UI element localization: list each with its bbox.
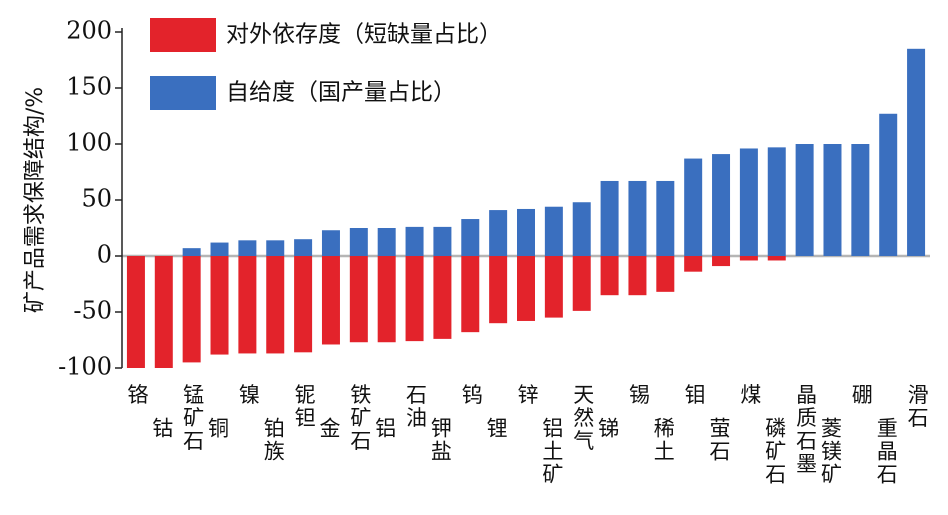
y-tick-label: -100 xyxy=(58,353,112,381)
y-axis-label: 矿产品需求保障结构/% xyxy=(23,87,48,313)
category-label-24: 晶质石墨 xyxy=(796,383,817,476)
category-label-1: 钴 xyxy=(152,416,173,440)
bar-shortage-23 xyxy=(767,256,786,261)
bar-shortage-9 xyxy=(377,256,396,343)
legend-label-shortage: 对外依存度（短缺量占比） xyxy=(226,22,502,48)
category-label-11: 钾盐 xyxy=(431,416,452,463)
bar-shortage-11 xyxy=(433,256,452,339)
bar-self-sufficiency-18 xyxy=(628,180,647,256)
category-label-9: 铝 xyxy=(375,416,396,440)
bar-self-sufficiency-2 xyxy=(182,248,201,256)
category-label-4: 镍 xyxy=(239,383,260,407)
category-label-21: 萤石 xyxy=(710,416,731,463)
bar-self-sufficiency-21 xyxy=(712,154,731,256)
bar-shortage-15 xyxy=(544,256,563,318)
y-tick-labels: -100 -50 0 50 100 150 200 xyxy=(58,17,122,381)
legend-label-self-sufficiency: 自给度（国产量占比） xyxy=(226,80,456,106)
bar-shortage-22 xyxy=(739,256,758,261)
bar-shortage-2 xyxy=(182,256,201,363)
category-label-25: 菱镁矿 xyxy=(821,416,842,486)
category-label-17: 锑 xyxy=(598,416,619,440)
bar-self-sufficiency-23 xyxy=(767,147,786,256)
category-label-27: 重晶石 xyxy=(877,416,898,486)
bar-self-sufficiency-20 xyxy=(684,158,703,256)
bar-shortage-4 xyxy=(238,256,257,354)
bar-self-sufficiency-14 xyxy=(517,208,535,256)
category-label-26: 硼 xyxy=(852,383,873,407)
bar-shortage-20 xyxy=(684,256,703,272)
bar-self-sufficiency-6 xyxy=(294,239,313,256)
bar-shortage-3 xyxy=(210,256,229,355)
bar-shortage-1 xyxy=(154,256,173,368)
category-label-8: 铁矿石 xyxy=(350,383,371,453)
y-tick-label: 100 xyxy=(66,129,112,157)
bar-self-sufficiency-13 xyxy=(489,210,508,256)
bar-self-sufficiency-10 xyxy=(405,226,424,256)
category-label-5: 铂族 xyxy=(264,416,285,463)
legend: 对外依存度（短缺量占比） 自给度（国产量占比） xyxy=(150,18,502,110)
category-label-7: 金 xyxy=(319,416,340,440)
bar-self-sufficiency-24 xyxy=(795,144,814,256)
bar-shortage-12 xyxy=(461,256,480,333)
bar-self-sufficiency-17 xyxy=(600,180,619,256)
bar-self-sufficiency-8 xyxy=(349,228,368,256)
bar-shortage-8 xyxy=(349,256,368,343)
y-tick-label: 0 xyxy=(97,241,112,269)
bar-shortage-0 xyxy=(126,256,145,368)
bar-shortage-7 xyxy=(321,256,340,345)
bar-shortage-5 xyxy=(266,256,285,354)
bar-self-sufficiency-16 xyxy=(572,202,591,256)
legend-swatch-self-sufficiency xyxy=(150,76,216,110)
bar-shortage-14 xyxy=(517,256,535,321)
legend-swatch-shortage xyxy=(150,18,216,52)
y-tick-label: 150 xyxy=(66,73,112,101)
bar-self-sufficiency-19 xyxy=(656,180,675,256)
category-label-20: 钼 xyxy=(685,383,706,407)
category-label-10: 石油 xyxy=(406,383,427,430)
bar-shortage-10 xyxy=(405,256,424,342)
category-label-23: 磷矿石 xyxy=(765,416,786,486)
category-label-6: 铌钽 xyxy=(295,383,316,430)
bar-self-sufficiency-15 xyxy=(544,206,563,256)
category-label-2: 锰矿石 xyxy=(183,383,204,453)
bar-self-sufficiency-22 xyxy=(739,148,758,256)
bar-self-sufficiency-9 xyxy=(377,228,396,256)
bar-self-sufficiency-11 xyxy=(433,226,452,256)
category-label-19: 稀土 xyxy=(654,416,675,463)
y-tick-label: 50 xyxy=(81,185,112,213)
category-label-14: 锌 xyxy=(518,383,539,407)
category-label-28: 滑石 xyxy=(908,383,929,430)
bar-shortage-6 xyxy=(294,256,313,353)
bar-self-sufficiency-12 xyxy=(461,219,480,256)
category-label-13: 锂 xyxy=(487,416,508,440)
bar-shortage-16 xyxy=(572,256,591,311)
bar-self-sufficiency-3 xyxy=(210,242,229,256)
bar-self-sufficiency-7 xyxy=(321,230,340,256)
category-label-3: 铜 xyxy=(208,416,229,440)
y-tick-label: -50 xyxy=(73,297,112,325)
category-label-16: 天然气 xyxy=(573,383,594,453)
y-tick-label: 200 xyxy=(66,17,112,45)
category-label-18: 锡 xyxy=(629,383,650,407)
bar-self-sufficiency-27 xyxy=(879,113,898,256)
category-label-12: 钨 xyxy=(462,383,483,407)
bar-self-sufficiency-26 xyxy=(851,144,870,256)
bar-shortage-21 xyxy=(712,256,731,267)
bars xyxy=(126,48,926,368)
bar-shortage-18 xyxy=(628,256,647,296)
y-axis-title: 矿产品需求保障结构/% xyxy=(23,87,48,313)
category-label-0: 铬 xyxy=(127,383,148,407)
bar-shortage-19 xyxy=(656,256,675,292)
category-label-15: 铝土矿 xyxy=(542,416,563,486)
bar-shortage-17 xyxy=(600,256,619,296)
category-label-22: 煤 xyxy=(740,383,761,407)
bar-self-sufficiency-5 xyxy=(266,240,285,256)
bar-self-sufficiency-25 xyxy=(823,144,842,256)
bar-shortage-13 xyxy=(489,256,508,324)
bar-self-sufficiency-4 xyxy=(238,240,257,256)
bar-self-sufficiency-28 xyxy=(907,48,926,256)
